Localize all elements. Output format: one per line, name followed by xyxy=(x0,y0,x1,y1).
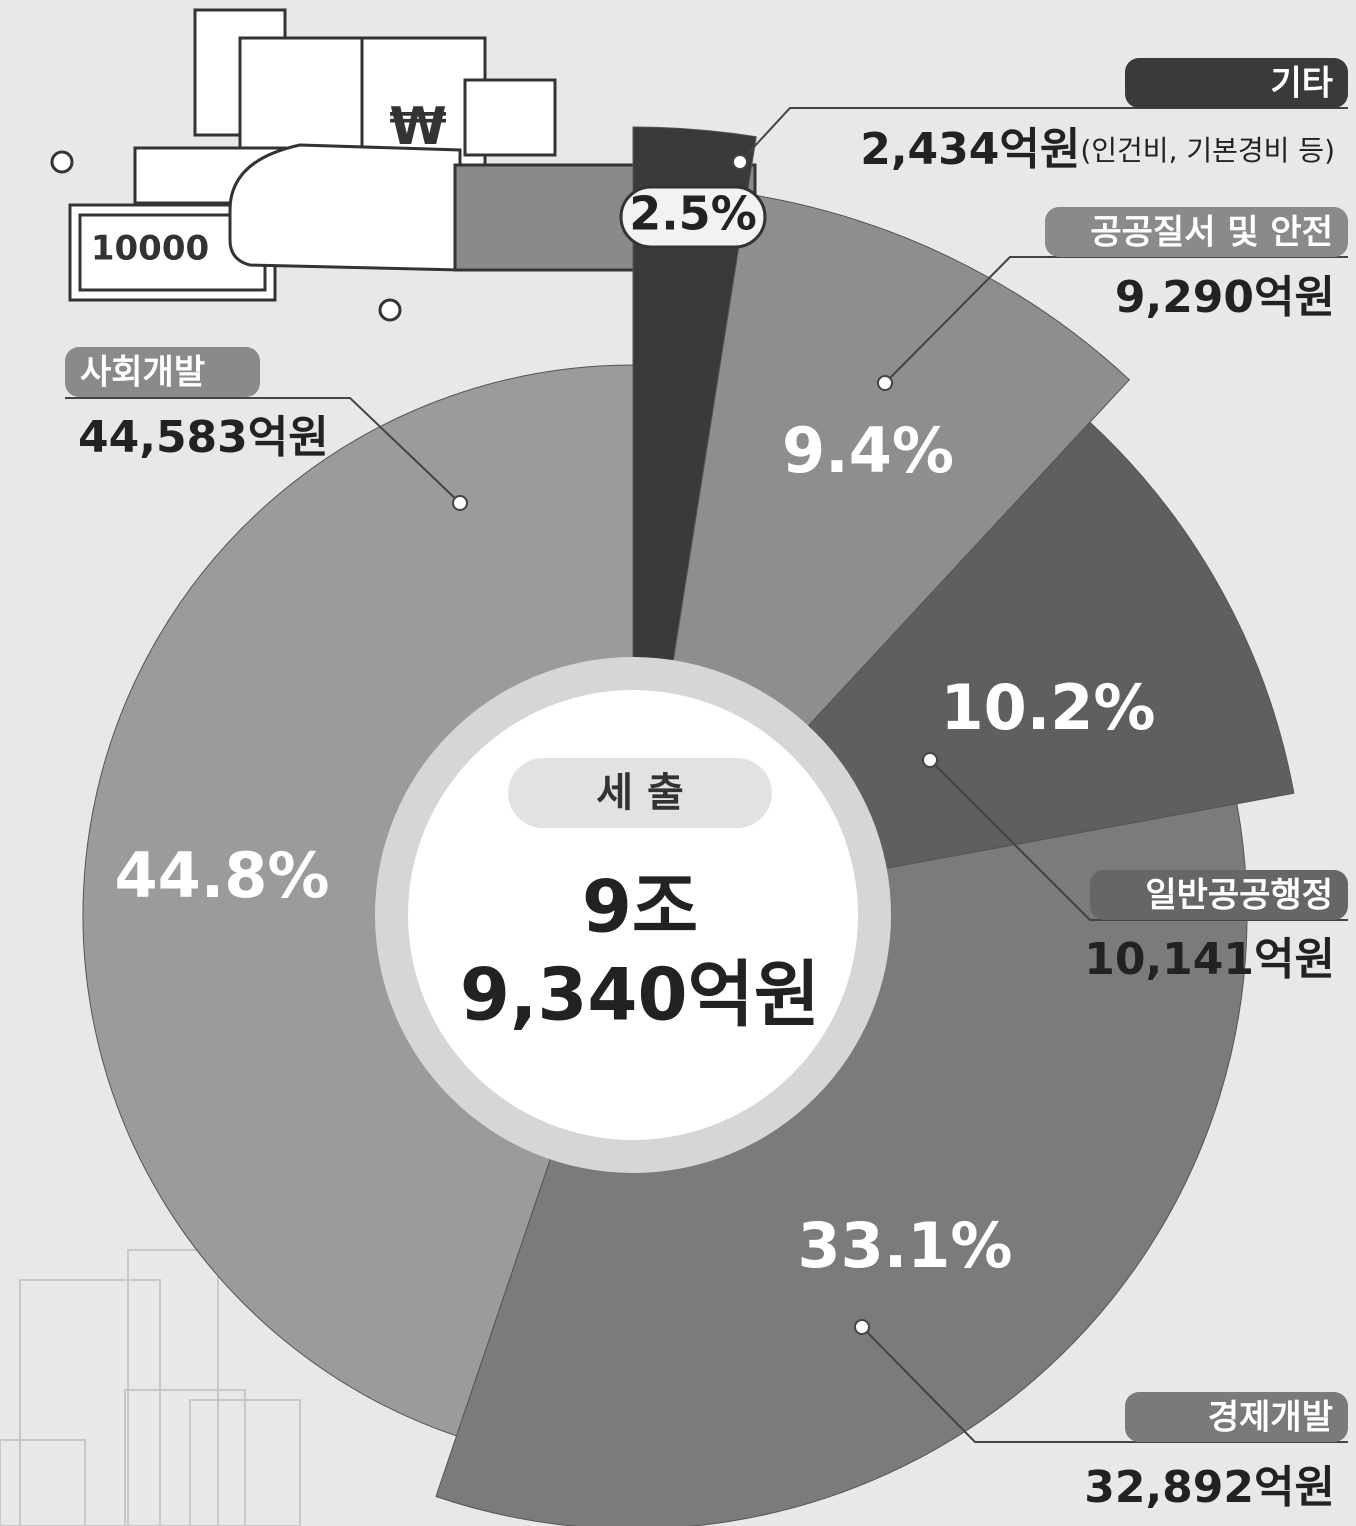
legend-label: 경제개발 xyxy=(1208,1398,1333,1438)
value-label: 33.1% xyxy=(797,1209,1012,1282)
total-line: 9조 xyxy=(582,865,698,949)
annotation: (인건비, 기본경비 등) xyxy=(1080,134,1335,167)
leader-dot xyxy=(855,1320,869,1334)
currency-symbol: ₩ xyxy=(389,97,446,157)
amount-value: 9,290억원 xyxy=(1115,272,1335,323)
legend-label: 공공질서 및 안전 xyxy=(1090,213,1333,253)
leader-dot xyxy=(733,155,747,169)
leader-dot xyxy=(923,753,937,767)
value-label: 2.5% xyxy=(629,187,757,241)
amount-label: 32,892억원 xyxy=(1084,1462,1335,1513)
leader-dot xyxy=(453,496,467,510)
amount-label: 44,583억원 xyxy=(78,412,329,463)
amount-value: 10,141억원 xyxy=(1084,934,1335,985)
center-label: 세 출 xyxy=(596,770,684,816)
value-label: 9.4% xyxy=(782,414,954,487)
value-label: 44.8% xyxy=(114,839,329,912)
leader-dot xyxy=(878,376,892,390)
amount-value: 2,434억원 xyxy=(860,124,1080,175)
value-label: 10.2% xyxy=(940,671,1155,744)
legend-label: 사회개발 xyxy=(80,353,205,393)
chart: 10000 ₩ 세 출 9조 9,340억원 2.5% 기타 2,434억원(인건비… xyxy=(0,0,1356,1526)
amount-value: 44,583억원 xyxy=(78,412,329,463)
legend-label: 기타 xyxy=(1270,64,1333,104)
total-line: 9,340억원 xyxy=(460,953,820,1037)
amount-label: 10,141억원 xyxy=(1084,934,1335,985)
amount-label: 9,290억원 xyxy=(1115,272,1335,323)
legend-label: 일반공공행정 xyxy=(1145,876,1333,916)
bill-label: 10000 xyxy=(91,229,209,269)
amount-value: 32,892억원 xyxy=(1084,1462,1335,1513)
